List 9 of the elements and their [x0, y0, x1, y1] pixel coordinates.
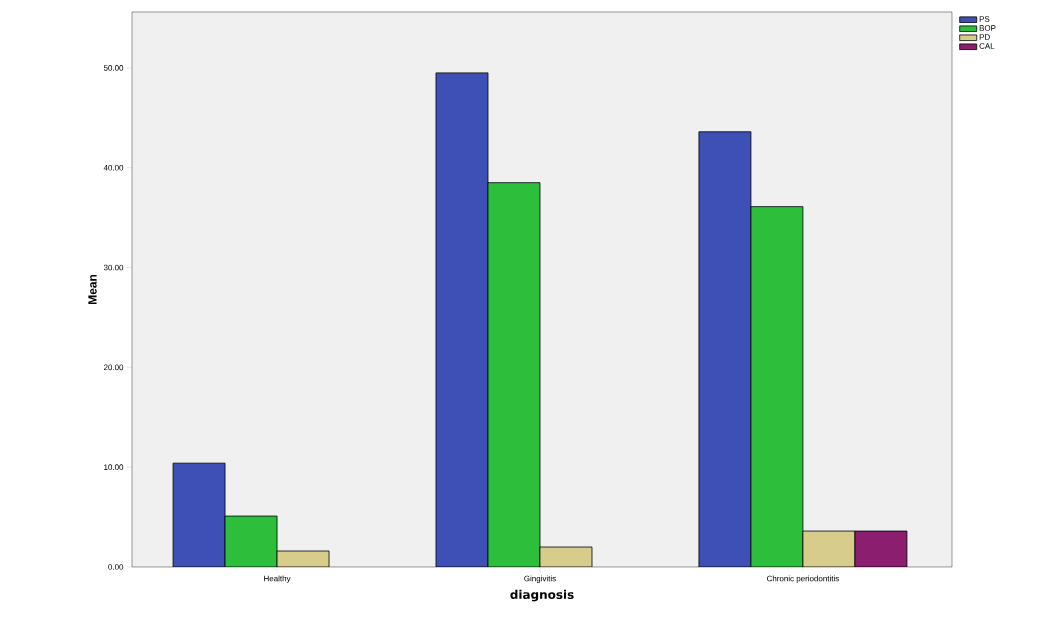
bar: [750, 206, 804, 567]
bar: [487, 182, 541, 567]
bar: [435, 72, 489, 567]
bar: [224, 515, 278, 567]
bar: [172, 462, 226, 567]
x-axis-title: diagnosis: [510, 589, 574, 602]
bar: [698, 131, 752, 567]
bar: [802, 530, 856, 567]
y-axis-title: Mean: [88, 274, 97, 304]
